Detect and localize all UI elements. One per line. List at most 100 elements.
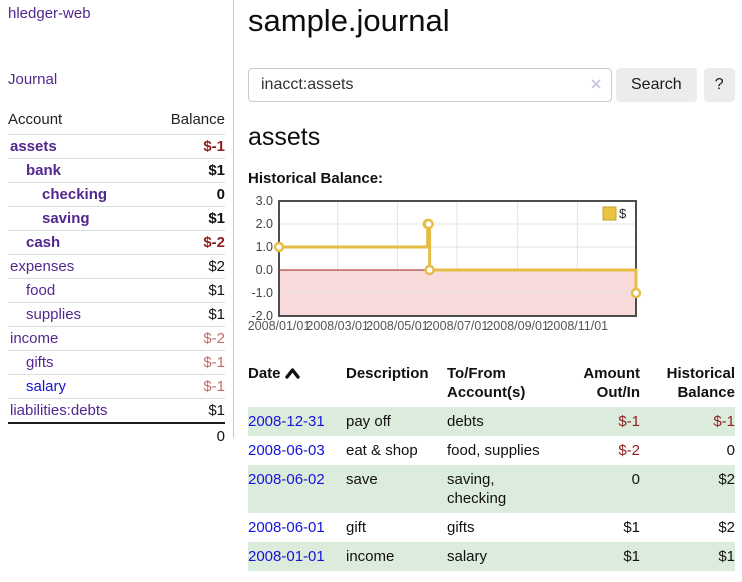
account-balance: $1 xyxy=(208,210,225,227)
account-balance: $-1 xyxy=(203,138,225,155)
transaction-amount: $1 xyxy=(623,547,640,565)
transaction-date-link[interactable]: 2008-12-31 xyxy=(248,412,325,430)
account-row: income $-2 xyxy=(8,327,225,351)
accounts-header-account: Account xyxy=(8,111,63,128)
sidebar: hledger-web Journal Account Balance asse… xyxy=(0,0,233,449)
accounts-table-header-row: Account Balance xyxy=(8,107,225,135)
search-input[interactable] xyxy=(248,67,612,102)
account-link-expenses[interactable]: expenses xyxy=(10,258,75,275)
account-row: supplies $1 xyxy=(8,303,225,327)
account-link-supplies[interactable]: supplies xyxy=(26,306,82,323)
register-header-amount: Amount Out/In xyxy=(583,364,640,401)
search-form: ✕ Search ? xyxy=(248,67,735,102)
account-link-bank[interactable]: bank xyxy=(26,162,62,179)
transaction-balance: $1 xyxy=(718,547,735,565)
svg-text:2.0: 2.0 xyxy=(256,217,273,231)
clear-search-icon[interactable]: ✕ xyxy=(590,75,602,92)
transaction-accounts: debts xyxy=(447,412,484,430)
account-link-cash[interactable]: cash xyxy=(26,234,61,251)
svg-text:-2.0: -2.0 xyxy=(251,309,273,323)
account-balance: $1 xyxy=(208,402,225,419)
main-content: sample.journal ✕ Search ? assets Histori… xyxy=(248,0,735,571)
svg-text:2008/07/01: 2008/07/01 xyxy=(426,319,489,333)
account-link-gifts[interactable]: gifts xyxy=(26,354,54,371)
transaction-balance: $2 xyxy=(718,470,735,488)
svg-text:2008/05/01: 2008/05/01 xyxy=(366,319,429,333)
transaction-balance: 0 xyxy=(726,441,735,459)
transaction-row: 2008-06-03 eat & shop food, supplies $-2 0 xyxy=(248,436,735,465)
account-link-saving[interactable]: saving xyxy=(42,210,90,227)
account-row: salary $-1 xyxy=(8,375,225,399)
accounts-total-spacer xyxy=(8,422,149,449)
svg-text:0.0: 0.0 xyxy=(256,263,273,277)
register-header-accounts: To/From Account(s) xyxy=(447,364,526,401)
transaction-amount: $-1 xyxy=(618,412,640,430)
app-brand-link[interactable]: hledger-web xyxy=(8,5,91,22)
account-row: saving $1 xyxy=(8,207,225,231)
transaction-row: 2008-12-31 pay off debts $-1 $-1 xyxy=(248,406,735,436)
transaction-date-link[interactable]: 2008-01-01 xyxy=(248,547,325,565)
account-balance: $1 xyxy=(208,306,225,323)
account-balance: $1 xyxy=(208,162,225,179)
svg-text:2008/03/01: 2008/03/01 xyxy=(306,319,369,333)
svg-text:2008/11/01: 2008/11/01 xyxy=(546,319,608,333)
transaction-row: 2008-06-01 gift gifts $1 $2 xyxy=(248,513,735,542)
transaction-row: 2008-06-02 save saving, checking 0 $2 xyxy=(248,464,735,513)
svg-text:2008/01/01: 2008/01/01 xyxy=(248,319,311,333)
transaction-balance: $-1 xyxy=(713,412,735,430)
svg-text:1.0: 1.0 xyxy=(256,240,273,254)
svg-text:-1.0: -1.0 xyxy=(251,286,273,300)
historical-balance-chart: $3.0 2.0 1.0 0.0 -1.0 -2.0 2008/01/01 2008/03/0… xyxy=(248,194,735,336)
accounts-total-row: 0 xyxy=(8,422,225,449)
register-header-row: Date Description To/From Account(s) Amou… xyxy=(248,359,735,407)
transaction-description: eat & shop xyxy=(346,441,418,459)
transaction-row: 2008-01-01 income salary $1 $1 xyxy=(248,541,735,571)
transaction-date-link[interactable]: 2008-06-01 xyxy=(248,518,325,536)
account-row: bank $1 xyxy=(8,159,225,183)
search-button[interactable]: Search xyxy=(616,67,697,102)
transaction-date-link[interactable]: 2008-06-03 xyxy=(248,441,325,459)
accounts-table-body: assets $-1 bank $1 checking 0 saving $1 cash $-2 e… xyxy=(8,135,225,423)
register-table: Date Description To/From Account(s) Amou… xyxy=(248,359,735,571)
svg-text:3.0: 3.0 xyxy=(256,194,273,208)
account-heading: assets xyxy=(248,122,321,151)
page-title: sample.journal xyxy=(248,3,450,38)
accounts-table: Account Balance assets $-1 bank $1 checking 0… xyxy=(8,107,225,449)
transaction-amount: $-2 xyxy=(618,441,640,459)
transaction-amount: 0 xyxy=(631,470,640,488)
account-link-income[interactable]: income xyxy=(10,330,59,347)
transaction-description: income xyxy=(346,547,395,565)
transaction-description: pay off xyxy=(346,412,391,430)
account-balance: 0 xyxy=(216,186,225,203)
transaction-description: save xyxy=(346,470,378,488)
svg-text:2008/09/01: 2008/09/01 xyxy=(486,319,549,333)
account-row: liabilities:debts $1 xyxy=(8,399,225,423)
transaction-accounts: saving, checking xyxy=(447,470,507,507)
account-row: expenses $2 xyxy=(8,255,225,279)
account-row: food $1 xyxy=(8,279,225,303)
account-balance: $1 xyxy=(208,282,225,299)
account-link-salary[interactable]: salary xyxy=(26,378,67,395)
register-header-date[interactable]: Date xyxy=(248,359,346,407)
account-link-checking[interactable]: checking xyxy=(42,186,108,203)
register-header-balance: Historical Balance xyxy=(666,364,735,401)
register-header-description: Description xyxy=(346,364,429,382)
account-link-liabilities-debts[interactable]: liabilities:debts xyxy=(10,402,108,419)
account-link-assets[interactable]: assets xyxy=(10,138,57,155)
account-row: gifts $-1 xyxy=(8,351,225,375)
sidebar-item-journal[interactable]: Journal xyxy=(8,71,58,88)
account-balance: $-1 xyxy=(203,378,225,395)
svg-text:$: $ xyxy=(619,206,627,221)
transaction-date-link[interactable]: 2008-06-02 xyxy=(248,470,325,488)
help-button[interactable]: ? xyxy=(703,67,735,102)
sidebar-divider xyxy=(233,0,234,438)
sort-ascending-icon xyxy=(284,365,300,384)
transaction-description: gift xyxy=(346,518,367,536)
account-row: cash $-2 xyxy=(8,231,225,255)
transaction-accounts: salary xyxy=(447,547,488,565)
account-link-food[interactable]: food xyxy=(26,282,56,299)
register-table-body: 2008-12-31 pay off debts $-1 $-1 2008-06-03 ea… xyxy=(248,406,735,571)
search-box: ✕ xyxy=(248,67,612,102)
chart-title: Historical Balance: xyxy=(248,169,384,187)
transaction-accounts: food, supplies xyxy=(447,441,540,459)
